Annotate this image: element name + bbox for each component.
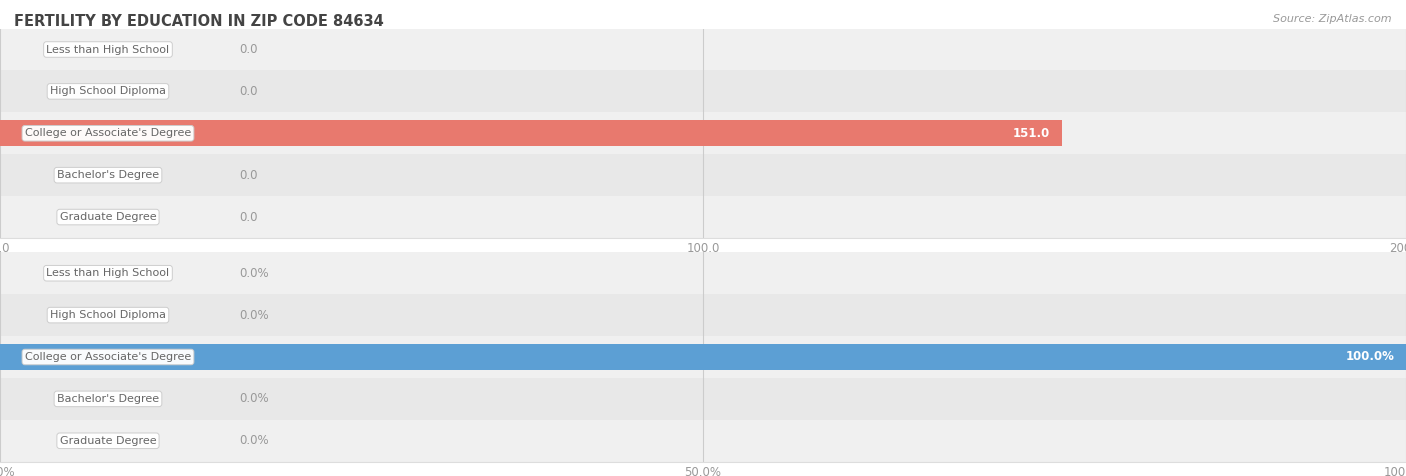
Text: Less than High School: Less than High School [46, 44, 170, 55]
Text: 0.0%: 0.0% [239, 392, 269, 406]
Bar [0, 29, 1406, 70]
Text: 0.0%: 0.0% [239, 434, 269, 447]
Bar [0, 112, 1406, 154]
Bar [0, 252, 1406, 294]
Bar [0, 154, 1406, 196]
Bar [0, 294, 1406, 336]
Text: 0.0: 0.0 [239, 169, 257, 182]
Text: 0.0%: 0.0% [239, 308, 269, 322]
Text: Source: ZipAtlas.com: Source: ZipAtlas.com [1274, 14, 1392, 24]
Text: 0.0: 0.0 [239, 43, 257, 56]
Bar [0, 336, 1406, 378]
Text: Less than High School: Less than High School [46, 268, 170, 278]
Bar [0, 344, 1406, 370]
Text: College or Associate's Degree: College or Associate's Degree [25, 352, 191, 362]
Bar [0, 420, 1406, 462]
Text: Graduate Degree: Graduate Degree [59, 436, 156, 446]
Text: 100.0%: 100.0% [1346, 350, 1395, 364]
Text: FERTILITY BY EDUCATION IN ZIP CODE 84634: FERTILITY BY EDUCATION IN ZIP CODE 84634 [14, 14, 384, 30]
Bar [0, 196, 1406, 238]
Text: Bachelor's Degree: Bachelor's Degree [56, 170, 159, 180]
Text: High School Diploma: High School Diploma [51, 310, 166, 320]
Text: 0.0: 0.0 [239, 85, 257, 98]
Text: 0.0: 0.0 [239, 210, 257, 224]
Text: College or Associate's Degree: College or Associate's Degree [25, 128, 191, 139]
Bar [0, 70, 1406, 112]
Text: 151.0: 151.0 [1014, 127, 1050, 140]
Bar [0, 378, 1406, 420]
Text: High School Diploma: High School Diploma [51, 86, 166, 97]
Text: Graduate Degree: Graduate Degree [59, 212, 156, 222]
Bar [0, 120, 1062, 146]
Text: 0.0%: 0.0% [239, 267, 269, 280]
Text: Bachelor's Degree: Bachelor's Degree [56, 394, 159, 404]
